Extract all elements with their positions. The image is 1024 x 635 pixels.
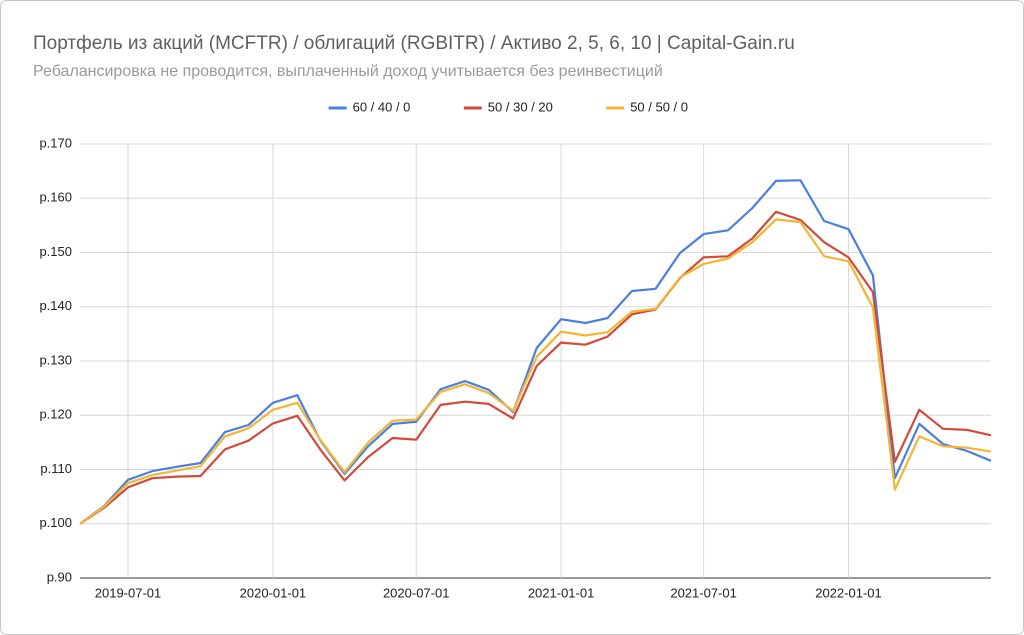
y-tick-label: р.170	[39, 135, 72, 150]
y-tick-label: р.160	[39, 190, 72, 205]
y-tick-label: р.150	[39, 244, 72, 259]
y-tick-label: р.130	[39, 352, 72, 367]
legend-label: 50 / 30 / 20	[488, 99, 553, 114]
series-line	[79, 179, 992, 525]
x-tick-label: 2020-07-01	[383, 585, 450, 600]
series-line	[79, 210, 992, 525]
x-tick-label: 2021-07-01	[670, 585, 737, 600]
y-tick-label: р.110	[40, 461, 72, 476]
y-tick-label: р.140	[39, 298, 72, 313]
legend-label: 60 / 40 / 0	[353, 99, 411, 114]
legend-label: 50 / 50 / 0	[630, 99, 688, 114]
x-tick-label: 2019-07-01	[95, 585, 162, 600]
x-tick-label: 2021-01-01	[528, 585, 595, 600]
chart-title: Портфель из акций (MCFTR) / облигаций (R…	[33, 33, 795, 54]
y-tick-label: р.100	[39, 515, 72, 530]
y-tick-label: р.90	[47, 569, 72, 584]
x-tick-label: 2022-01-01	[815, 585, 882, 600]
x-tick-label: 2020-01-01	[240, 585, 307, 600]
y-tick-label: р.120	[39, 407, 72, 422]
chart-subtitle: Ребалансировка не проводится, выплаченны…	[33, 63, 663, 80]
series-line	[79, 218, 992, 525]
